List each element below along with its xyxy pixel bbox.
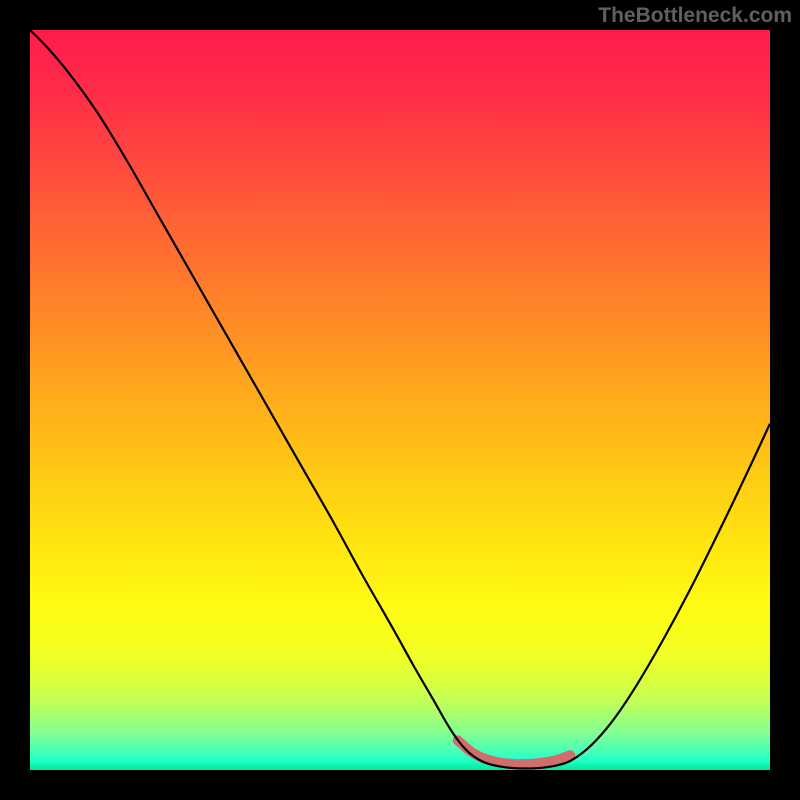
chart-container: TheBottleneck.com (0, 0, 800, 800)
curve-layer (30, 30, 770, 770)
highlight-segment (458, 740, 570, 764)
bottleneck-curve (30, 30, 770, 769)
watermark-text: TheBottleneck.com (598, 4, 792, 28)
plot-area (30, 30, 770, 770)
